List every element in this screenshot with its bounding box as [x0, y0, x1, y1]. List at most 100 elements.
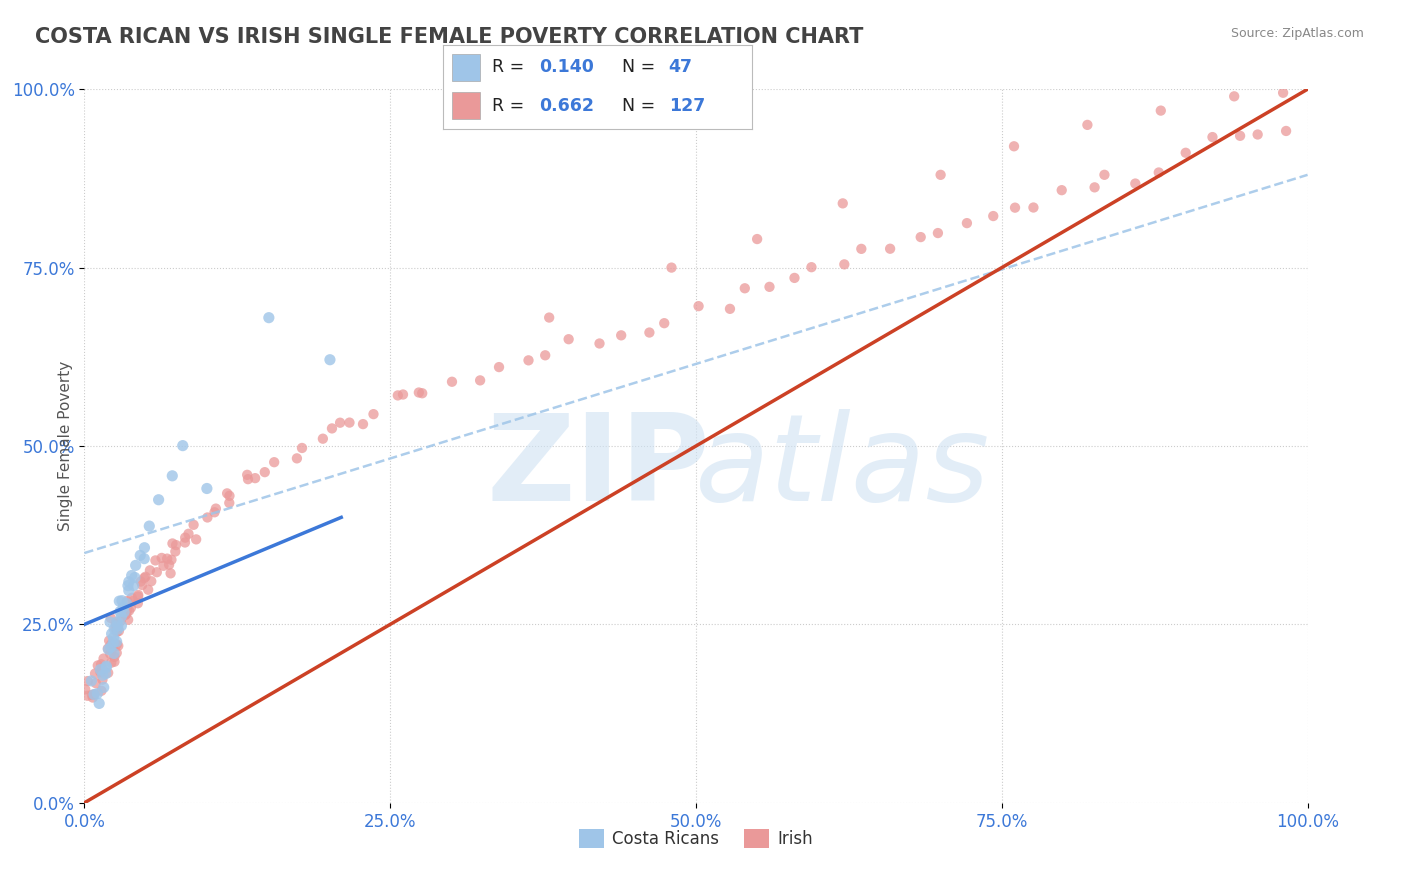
Point — [112, 605, 135, 619]
Point — [956, 216, 979, 230]
Point — [127, 596, 149, 610]
Point — [411, 386, 433, 401]
Point — [139, 563, 162, 577]
Point — [103, 655, 125, 669]
Point — [783, 271, 806, 285]
Point — [103, 622, 125, 636]
Point — [183, 517, 205, 532]
Point — [134, 541, 156, 555]
Point — [84, 676, 107, 690]
Point — [114, 608, 136, 623]
Point — [103, 649, 125, 664]
Point — [76, 689, 98, 703]
Text: 47: 47 — [669, 59, 693, 77]
Point — [129, 549, 152, 563]
Point — [1223, 89, 1246, 103]
Point — [105, 615, 128, 629]
Point — [100, 611, 122, 625]
Point — [312, 432, 335, 446]
Point — [205, 501, 228, 516]
Point — [392, 387, 415, 401]
Point — [97, 642, 120, 657]
Point — [588, 336, 610, 351]
Point — [204, 505, 226, 519]
Point — [110, 614, 132, 628]
Point — [1150, 103, 1173, 118]
Point — [104, 621, 127, 635]
Point — [440, 375, 463, 389]
Point — [86, 687, 108, 701]
Point — [93, 651, 115, 665]
Point — [1094, 168, 1116, 182]
Point — [1229, 128, 1251, 143]
Point — [110, 609, 132, 624]
Point — [127, 590, 149, 604]
Point — [105, 625, 128, 640]
Point — [319, 352, 342, 367]
Point — [76, 674, 98, 689]
Point — [257, 310, 280, 325]
Point — [121, 591, 143, 605]
Point — [285, 451, 308, 466]
Point — [1246, 128, 1268, 142]
Point — [97, 641, 120, 656]
Point — [488, 360, 510, 375]
Point — [174, 531, 197, 545]
Point — [80, 673, 103, 688]
Point — [557, 332, 579, 346]
Point — [879, 242, 901, 256]
Point — [162, 536, 184, 550]
Point — [236, 472, 259, 486]
Legend: Costa Ricans, Irish: Costa Ricans, Irish — [572, 822, 820, 855]
Point — [156, 551, 179, 566]
Point — [1084, 180, 1107, 194]
Point — [83, 688, 105, 702]
Point — [98, 615, 121, 629]
Point — [122, 594, 145, 608]
Point — [90, 657, 112, 672]
Point — [747, 232, 769, 246]
Point — [146, 566, 169, 580]
Point — [165, 544, 187, 558]
Point — [98, 633, 121, 648]
Point — [734, 281, 756, 295]
Point — [98, 647, 121, 661]
Point — [1004, 201, 1026, 215]
Text: 0.662: 0.662 — [538, 96, 593, 114]
Point — [981, 209, 1004, 223]
Point — [97, 665, 120, 680]
Point — [1272, 86, 1295, 100]
Point — [75, 682, 97, 697]
Point — [217, 486, 239, 500]
Point — [134, 571, 156, 585]
Point — [107, 639, 129, 653]
Point — [172, 439, 194, 453]
Point — [534, 348, 557, 362]
Point — [105, 637, 128, 651]
Point — [124, 570, 146, 584]
Point — [718, 301, 741, 316]
Bar — [453, 54, 479, 81]
Point — [243, 471, 266, 485]
Text: atlas: atlas — [695, 409, 990, 526]
Point — [1050, 183, 1073, 197]
Point — [129, 574, 152, 589]
Point — [148, 492, 170, 507]
Point — [652, 316, 675, 330]
Point — [107, 619, 129, 633]
Point — [329, 416, 352, 430]
Point — [122, 578, 145, 592]
Point — [104, 616, 127, 631]
Point — [538, 310, 561, 325]
Point — [103, 631, 125, 645]
Point — [141, 574, 163, 589]
Point — [112, 600, 135, 615]
Y-axis label: Single Female Poverty: Single Female Poverty — [58, 361, 73, 531]
Point — [118, 574, 141, 589]
Point — [929, 168, 952, 182]
Point — [321, 421, 343, 435]
Point — [118, 604, 141, 618]
Point — [263, 455, 285, 469]
Point — [91, 673, 114, 687]
Point — [851, 242, 873, 256]
